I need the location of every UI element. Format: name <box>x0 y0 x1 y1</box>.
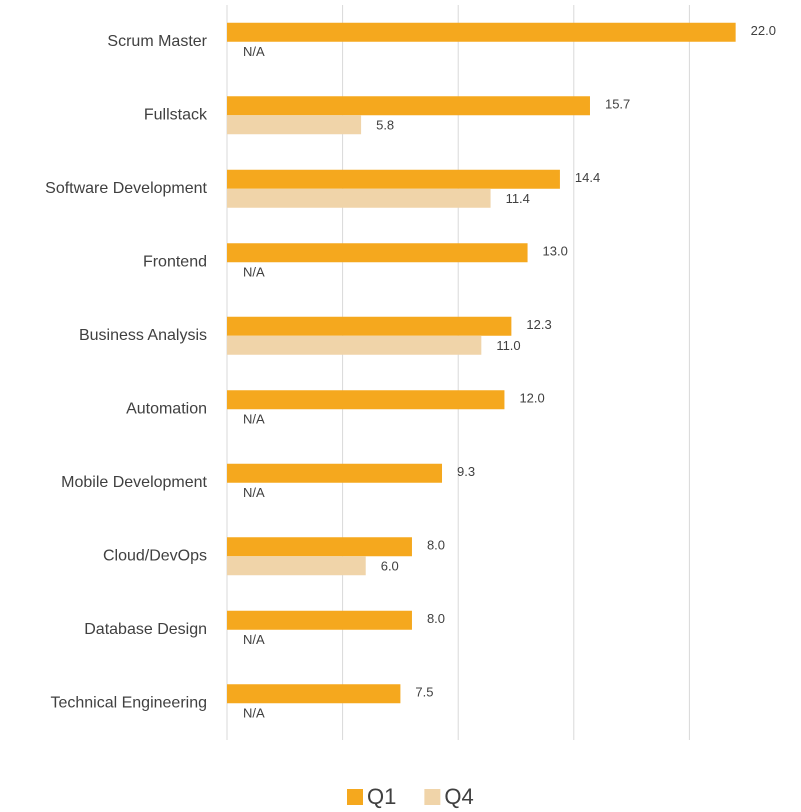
value-label: 8.0 <box>427 538 445 553</box>
legend-swatch <box>347 789 363 805</box>
legend-label: Q4 <box>444 784 473 809</box>
category-label: Scrum Master <box>107 33 207 50</box>
bar <box>227 316 512 336</box>
value-label: N/A <box>243 485 265 500</box>
bar <box>227 463 443 483</box>
value-label: N/A <box>243 44 265 59</box>
bar <box>227 243 528 263</box>
category-label: Automation <box>126 400 207 417</box>
category-label: Cloud/DevOps <box>103 547 207 564</box>
value-label: N/A <box>243 412 265 427</box>
bar <box>227 610 412 630</box>
value-label: N/A <box>243 706 265 721</box>
value-label: 14.4 <box>575 170 600 185</box>
category-label: Technical Engineering <box>50 694 207 711</box>
bar <box>227 169 560 189</box>
bar <box>227 96 590 116</box>
bar <box>227 537 412 557</box>
category-label: Frontend <box>143 253 207 270</box>
value-label: 5.8 <box>376 118 394 133</box>
bar <box>227 22 736 42</box>
bar <box>227 335 482 355</box>
bar <box>227 390 505 410</box>
category-label: Business Analysis <box>79 327 207 344</box>
value-label: 12.3 <box>526 317 551 332</box>
value-label: 11.0 <box>496 338 520 353</box>
bar <box>227 684 401 704</box>
value-label: 22.0 <box>751 23 776 38</box>
value-label: 15.7 <box>605 97 630 112</box>
legend-label: Q1 <box>367 784 396 809</box>
value-label: N/A <box>243 632 265 647</box>
bar <box>227 115 362 135</box>
value-label: 8.0 <box>427 611 445 626</box>
legend-swatch <box>424 789 441 805</box>
category-label: Software Development <box>45 180 207 197</box>
category-label: Mobile Development <box>61 474 207 491</box>
value-label: 12.0 <box>519 391 544 406</box>
value-label: 6.0 <box>381 559 399 574</box>
bar <box>227 556 366 576</box>
category-label: Fullstack <box>144 106 208 123</box>
category-label: Database Design <box>84 621 207 638</box>
value-label: N/A <box>243 265 265 280</box>
bar <box>227 188 491 208</box>
value-label: 11.4 <box>506 191 530 206</box>
value-label: 7.5 <box>415 685 433 700</box>
value-label: 13.0 <box>543 244 568 259</box>
value-label: 9.3 <box>457 464 475 479</box>
